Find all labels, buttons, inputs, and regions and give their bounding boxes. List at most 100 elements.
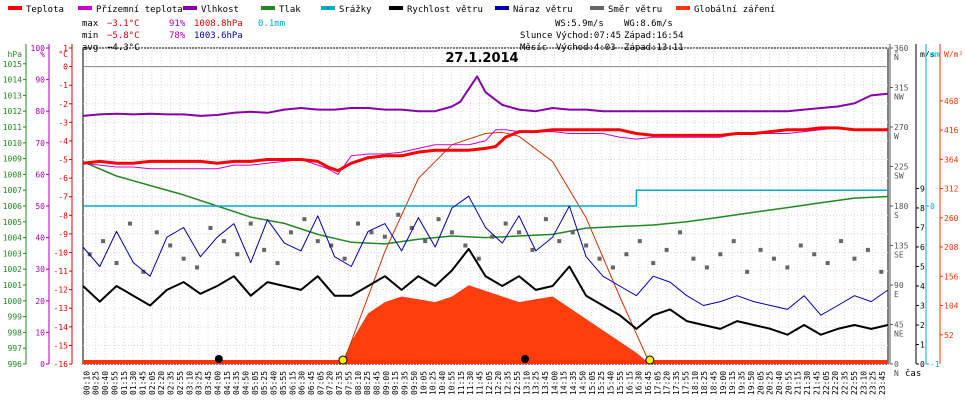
- axis-mm-tick-label: -1: [930, 360, 940, 369]
- axis-ms-tick-label: 9: [920, 184, 925, 193]
- axis-wm2-tick-label: 208: [944, 243, 959, 252]
- legend-label: Globální záření: [694, 5, 775, 15]
- x-tick-label: 14:35: [569, 371, 578, 395]
- stat-max-temp: −3.1°C: [107, 19, 140, 29]
- legend-swatch: [8, 6, 22, 10]
- stat-avg-temp: −4.3°C: [107, 43, 140, 53]
- x-tick-label: 00:25: [92, 371, 101, 395]
- x-tick-label: 07:05: [316, 371, 325, 395]
- legend-label: Rychlost větru: [407, 5, 483, 15]
- x-tick-label: 13:10: [522, 371, 531, 395]
- stat-min-temp: −5.8°C: [107, 31, 140, 41]
- x-tick-label: 09:15: [391, 371, 400, 395]
- x-tick-label: 06:15: [288, 371, 297, 395]
- wind-direction-point: [195, 265, 200, 270]
- x-tick-label: 19:00: [719, 371, 728, 395]
- legend-label: Srážky: [339, 5, 372, 15]
- wind-direction-point: [785, 265, 790, 270]
- wind-direction-point: [302, 217, 307, 222]
- wind-direction-point: [288, 230, 293, 235]
- axis-temp-tick-label: -12: [54, 286, 69, 295]
- axis-temp-tick-label: -5: [58, 156, 68, 165]
- axis-hpa-tick-label: 996: [8, 360, 23, 369]
- axis-direction-dir-label: SE: [894, 251, 904, 260]
- axis-direction-tick-label: 180: [894, 202, 909, 211]
- x-tick-label: 00:55: [110, 371, 119, 395]
- axis-mm-unit: mm: [930, 50, 940, 59]
- axis-hpa-tick-label: 997: [8, 344, 23, 353]
- axis-direction-tick-label: 90: [894, 281, 904, 290]
- x-tick-label: 01:45: [139, 371, 148, 395]
- wind-direction-point: [248, 221, 253, 226]
- axis-mm-tick-label: 0: [930, 202, 935, 211]
- axis-wm2-unit: W/m²: [944, 50, 963, 59]
- axis-temp-tick-label: -3: [58, 118, 68, 127]
- wind-direction-point: [396, 212, 401, 217]
- x-tick-label: 04:15: [223, 371, 232, 395]
- axis-temp-tick-label: -7: [58, 193, 68, 202]
- x-tick-label: 05:05: [251, 371, 260, 395]
- series-clear-sky: [342, 131, 651, 365]
- x-tick-label: 03:45: [204, 371, 213, 395]
- wind-direction-point: [262, 247, 267, 252]
- axis-ms-tick-label: 8: [920, 204, 925, 213]
- axis-hpa-tick-label: 1012: [3, 107, 22, 116]
- axis-percent-tick-label: 100: [31, 44, 46, 53]
- axis-temp-tick-label: -16: [54, 360, 69, 369]
- axis-temp-tick-label: -14: [54, 323, 69, 332]
- axis-percent-tick-label: 40: [35, 234, 45, 243]
- x-tick-label: 12:35: [504, 371, 513, 395]
- legend-swatch: [321, 6, 335, 10]
- wind-direction-point: [637, 239, 642, 244]
- axis-direction-dir-label: N: [894, 369, 899, 378]
- axis-ms-tick-label: 3: [920, 301, 925, 310]
- wind-direction-point: [771, 256, 776, 261]
- x-tick-label: 13:45: [541, 371, 550, 395]
- wind-direction-point: [704, 265, 709, 270]
- axis-ms-tick-label: 1: [920, 340, 925, 349]
- x-tick-label: 02:20: [157, 371, 166, 395]
- axis-temp-tick-label: 0: [63, 63, 68, 72]
- x-tick-label: 02:05: [148, 371, 157, 395]
- x-tick-label: 06:30: [298, 371, 307, 395]
- axis-hpa-tick-label: 1004: [3, 234, 22, 243]
- x-tick-label: 12:55: [513, 371, 522, 395]
- wind-direction-point: [275, 261, 280, 266]
- stat-avg-label: avg: [82, 43, 98, 53]
- axis-wm2-tick-label: 260: [944, 214, 959, 223]
- legend-label: Náraz větru: [513, 5, 573, 15]
- axis-hpa-tick-label: 998: [8, 328, 23, 337]
- x-tick-label: 14:15: [560, 371, 569, 395]
- axis-hpa-tick-label: 1009: [3, 155, 22, 164]
- wind-direction-point: [409, 225, 414, 230]
- x-tick-label: 17:20: [663, 371, 672, 395]
- wind-direction-point: [101, 239, 106, 244]
- axis-temp-tick-label: -11: [54, 267, 69, 276]
- axis-wm2-tick-label: 364: [944, 155, 959, 164]
- x-tick-label: 20:05: [756, 371, 765, 395]
- axis-wm2-tick-label: 468: [944, 97, 959, 106]
- x-tick-label: 13:25: [532, 371, 541, 395]
- chart-title: 27.1.2014: [445, 51, 518, 66]
- x-tick-label: 12:05: [485, 371, 494, 395]
- x-tick-label: 17:35: [672, 371, 681, 395]
- stat-max-rain: 0.1mm: [258, 19, 285, 29]
- x-tick-label: 10:05: [419, 371, 428, 395]
- legend-label: Teplota: [26, 5, 64, 15]
- axis-temp-tick-label: -6: [58, 174, 68, 183]
- axis-ms-tick-label: 2: [920, 321, 925, 330]
- axis-hpa-tick-label: 1013: [3, 91, 22, 100]
- x-tick-label: 16:30: [635, 371, 644, 395]
- x-tick-label: 14:50: [578, 371, 587, 395]
- axis-direction-tick-label: 315: [894, 84, 909, 93]
- legend-swatch: [495, 6, 509, 10]
- axis-direction-dir-label: NW: [894, 93, 904, 102]
- stat-min-hum: 78%: [169, 31, 186, 41]
- x-tick-label: 10:55: [447, 371, 456, 395]
- axis-wm2-tick-label: 156: [944, 272, 959, 281]
- axis-direction-dir-label: S: [894, 211, 899, 220]
- x-tick-label: 04:35: [232, 371, 241, 395]
- stat-ws: WS:5.9m/s: [555, 19, 604, 29]
- wind-direction-point: [463, 243, 468, 248]
